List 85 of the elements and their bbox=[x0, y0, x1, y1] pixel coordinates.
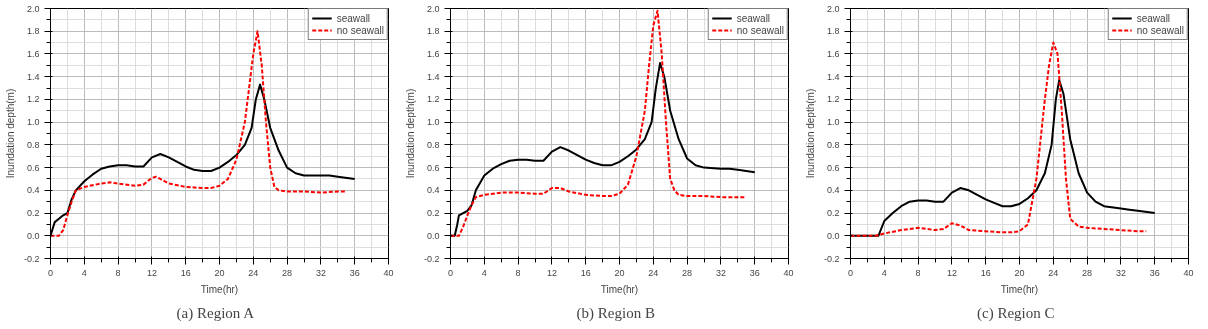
x-tick-label: 28 bbox=[682, 267, 693, 278]
x-tick-label: 12 bbox=[146, 267, 157, 278]
y-tick-label: 0.8 bbox=[426, 139, 440, 150]
y-tick-label: 0.8 bbox=[826, 139, 840, 150]
x-tick-label: 0 bbox=[448, 267, 454, 278]
y-tick-label: 1.6 bbox=[826, 48, 840, 59]
text: (b) Region B bbox=[576, 304, 655, 322]
y-tick-label: 1.2 bbox=[826, 94, 840, 105]
y-tick-label: 1.2 bbox=[426, 94, 440, 105]
y-axis-title: Inundation depth(m) bbox=[804, 88, 816, 179]
x-tick-label: 36 bbox=[749, 267, 760, 278]
y-tick-label: 1.4 bbox=[426, 71, 440, 82]
x-tick-label: 32 bbox=[315, 267, 326, 278]
x-tick-label: 4 bbox=[81, 267, 87, 278]
y-tick-label: 0.0 bbox=[426, 230, 440, 241]
x-axis-title: Time(hr) bbox=[200, 283, 239, 295]
x-tick-label: 40 bbox=[383, 267, 394, 278]
y-tick-label: 1.4 bbox=[26, 71, 40, 82]
x-tick-label: 4 bbox=[481, 267, 487, 278]
y-axis-title: Inundation depth(m) bbox=[404, 88, 416, 179]
y-tick-label: 1.0 bbox=[26, 117, 40, 128]
y-tick-label: 0.4 bbox=[26, 185, 40, 196]
x-tick-label: 20 bbox=[1014, 267, 1025, 278]
legend-label: seawall bbox=[1136, 12, 1171, 24]
y-tick-label: 0.4 bbox=[826, 185, 840, 196]
y-tick-label: 0.2 bbox=[26, 208, 40, 219]
y-tick-label: 2.0 bbox=[26, 3, 40, 14]
y-tick-label: 1.0 bbox=[826, 117, 840, 128]
x-tick-label: 8 bbox=[915, 267, 921, 278]
x-tick-label: 16 bbox=[980, 267, 991, 278]
y-tick-label: 1.8 bbox=[426, 26, 440, 37]
y-tick-label: 0.6 bbox=[26, 162, 40, 173]
x-tick-label: 28 bbox=[1082, 267, 1093, 278]
y-tick-label: 1.8 bbox=[826, 26, 840, 37]
y-tick-label: 1.4 bbox=[826, 71, 840, 82]
y-axis-title: Inundation depth(m) bbox=[4, 88, 16, 179]
text: (a) Region A bbox=[176, 304, 255, 322]
y-tick-label: 1.2 bbox=[26, 94, 40, 105]
y-tick-label: 1.6 bbox=[26, 48, 40, 59]
text: (c) Region C bbox=[977, 304, 1055, 322]
legend-label: seawall bbox=[736, 12, 771, 24]
x-tick-label: 20 bbox=[214, 267, 225, 278]
x-tick-label: 16 bbox=[580, 267, 591, 278]
y-tick-label: 2.0 bbox=[426, 3, 440, 14]
x-tick-label: 4 bbox=[881, 267, 887, 278]
x-tick-label: 12 bbox=[946, 267, 957, 278]
y-tick-label: 2.0 bbox=[826, 3, 840, 14]
x-tick-label: 16 bbox=[180, 267, 191, 278]
y-tick-label: 0.6 bbox=[826, 162, 840, 173]
y-tick-label: -0.2 bbox=[423, 253, 440, 264]
y-tick-label: 0.6 bbox=[426, 162, 440, 173]
y-tick-label: 0.0 bbox=[26, 230, 40, 241]
y-tick-label: 1.0 bbox=[426, 117, 440, 128]
y-tick-label: 0.2 bbox=[826, 208, 840, 219]
x-tick-label: 8 bbox=[115, 267, 121, 278]
x-axis-title: Time(hr) bbox=[600, 283, 639, 295]
y-tick-label: 0.8 bbox=[26, 139, 40, 150]
x-tick-label: 36 bbox=[349, 267, 360, 278]
x-tick-label: 24 bbox=[648, 267, 659, 278]
x-tick-label: 24 bbox=[248, 267, 259, 278]
x-tick-label: 40 bbox=[783, 267, 794, 278]
x-tick-label: 24 bbox=[1048, 267, 1059, 278]
y-tick-label: -0.2 bbox=[823, 253, 840, 264]
x-tick-label: 0 bbox=[848, 267, 854, 278]
legend-label: no seawall bbox=[1136, 24, 1184, 36]
y-tick-label: 0.4 bbox=[426, 185, 440, 196]
x-tick-label: 36 bbox=[1149, 267, 1160, 278]
x-tick-label: 32 bbox=[1115, 267, 1126, 278]
x-tick-label: 32 bbox=[715, 267, 726, 278]
y-tick-label: 1.8 bbox=[26, 26, 40, 37]
x-tick-label: 12 bbox=[546, 267, 557, 278]
line-series bbox=[50, 30, 348, 237]
x-tick-label: 28 bbox=[282, 267, 293, 278]
legend-label: seawall bbox=[336, 12, 371, 24]
legend-label: no seawall bbox=[336, 24, 384, 36]
x-tick-label: 20 bbox=[614, 267, 625, 278]
x-axis-title: Time(hr) bbox=[1000, 283, 1039, 295]
legend-label: no seawall bbox=[736, 24, 784, 36]
y-tick-label: 1.6 bbox=[426, 48, 440, 59]
x-tick-label: 8 bbox=[515, 267, 521, 278]
x-tick-label: 0 bbox=[48, 267, 54, 278]
y-tick-label: 0.0 bbox=[826, 230, 840, 241]
x-tick-label: 40 bbox=[1183, 267, 1194, 278]
y-tick-label: -0.2 bbox=[23, 253, 40, 264]
y-tick-label: 0.2 bbox=[426, 208, 440, 219]
